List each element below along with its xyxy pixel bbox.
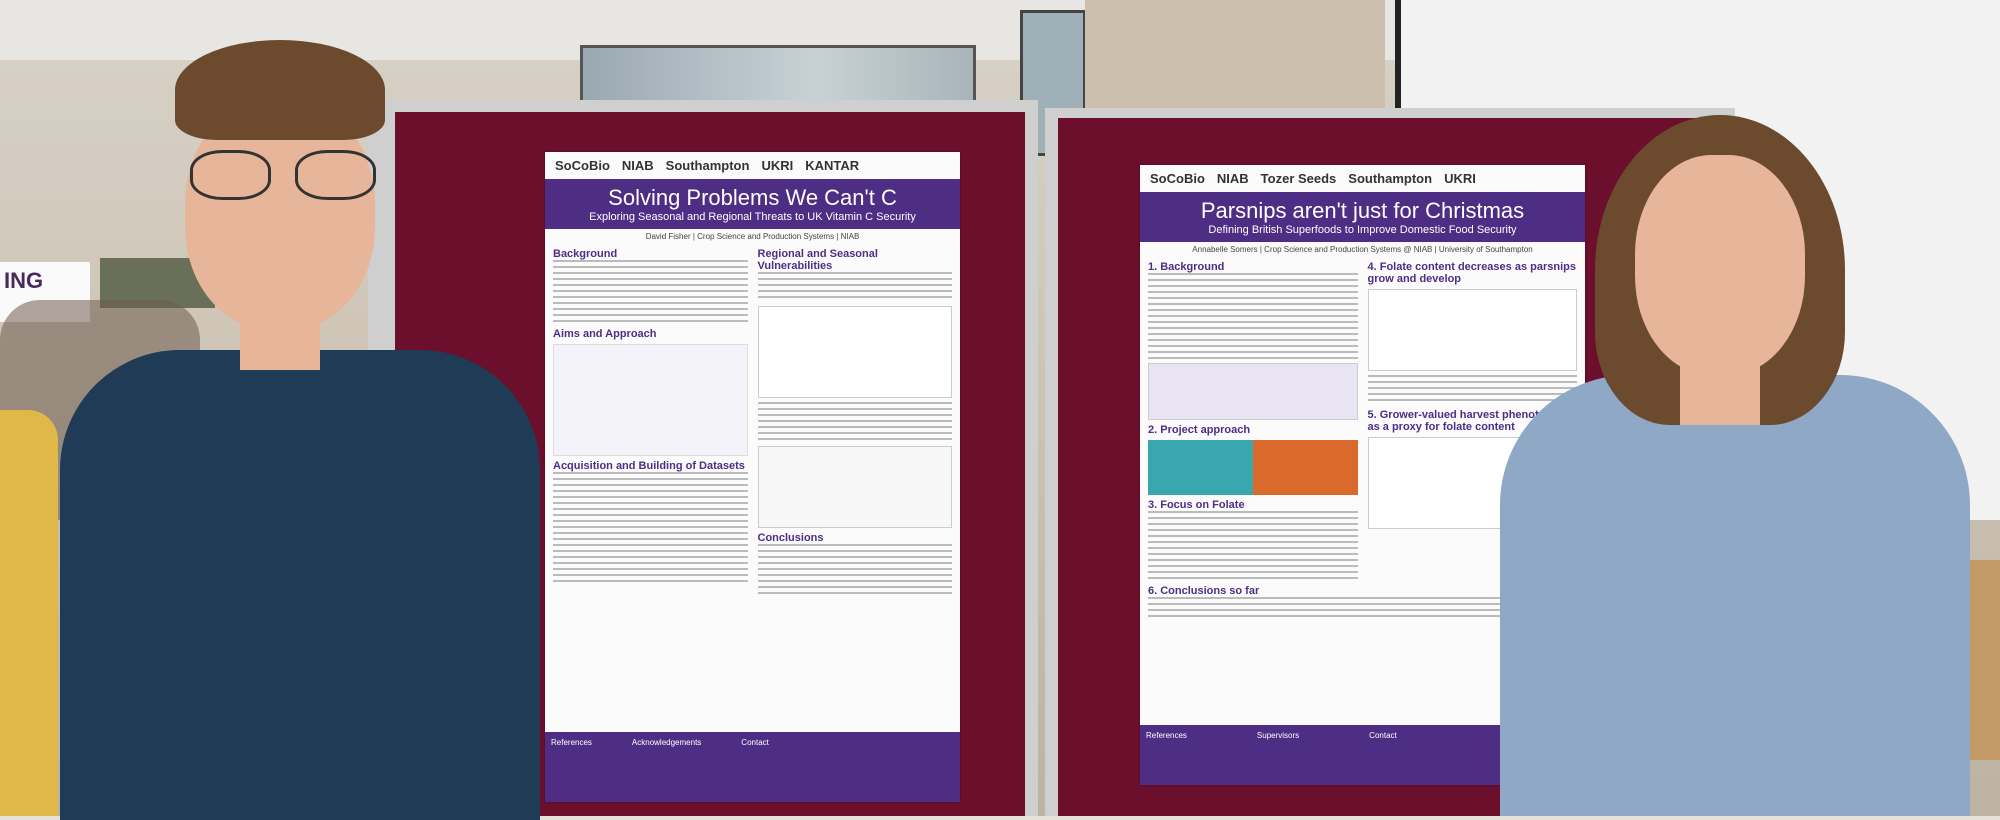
section-heading: 6. Conclusions so far — [1148, 585, 1260, 597]
bar-chart — [1367, 289, 1577, 371]
poster-author: David Fisher | Crop Science and Producti… — [645, 232, 860, 241]
logo: UKRI — [1444, 171, 1476, 186]
approach-boxes — [1148, 440, 1358, 495]
blue-sweater — [1500, 375, 1970, 816]
logo: SoCoBio — [1150, 171, 1205, 186]
wood-panel — [1085, 0, 1385, 110]
logo: Southampton — [1348, 171, 1433, 186]
diagram — [553, 344, 748, 456]
section-heading: 2. Project approach — [1148, 424, 1251, 436]
poster-right-header: Parsnips aren't just for Christmas Defin… — [1140, 192, 1585, 242]
section-text — [1148, 511, 1358, 581]
footer-label: Supervisors — [1256, 731, 1300, 740]
footer-label: References — [551, 738, 592, 747]
section-heading: 5. Grower-valued harvest phenotypes as a… — [1367, 409, 1564, 433]
section-text — [553, 260, 748, 324]
section-heading: Acquisition and Building of Datasets — [553, 460, 745, 472]
footer-label: References — [1146, 731, 1187, 740]
section-text — [553, 472, 748, 582]
footer-label: Contact — [741, 738, 769, 747]
face — [1635, 155, 1805, 375]
logo: SoCoBio — [555, 158, 610, 173]
neck — [1680, 355, 1760, 425]
poster-left: SoCoBio NIAB Southampton UKRI KANTAR Sol… — [545, 152, 960, 802]
poster-left-footer: References Acknowledgements Contact — [545, 732, 960, 802]
footer-label: Contact — [1369, 731, 1397, 740]
section-heading: 1. Background — [1148, 261, 1225, 273]
line-chart — [757, 306, 952, 398]
section-heading: 3. Focus on Folate — [1148, 499, 1245, 511]
person-edge-left — [0, 410, 58, 816]
poster-title: Solving Problems We Can't C — [608, 185, 897, 210]
poster-right-logos: SoCoBio NIAB Tozer Seeds Southampton UKR… — [1140, 165, 1585, 192]
logo: UKRI — [761, 158, 794, 173]
poster-subtitle: Defining British Superfoods to Improve D… — [1208, 224, 1517, 236]
section-text — [1148, 597, 1577, 617]
glasses-lens — [295, 150, 376, 200]
section-text — [1148, 273, 1358, 363]
person-left — [40, 40, 560, 820]
poster-subtitle: Exploring Seasonal and Regional Threats … — [589, 211, 916, 223]
section-text — [1367, 375, 1577, 405]
section-heading: Regional and Seasonal Vulnerabilities — [757, 248, 878, 272]
glasses — [190, 150, 380, 200]
poster-author: Annabelle Somers | Crop Science and Prod… — [1192, 245, 1533, 254]
logo: Tozer Seeds — [1260, 171, 1337, 186]
logo: NIAB — [621, 158, 654, 173]
section-text — [757, 544, 952, 594]
hair — [175, 40, 385, 140]
logo: Southampton — [665, 158, 750, 173]
section-heading: Aims and Approach — [553, 328, 657, 340]
poster-title: Parsnips aren't just for Christmas — [1200, 198, 1525, 223]
logo: KANTAR — [805, 158, 860, 173]
section-text — [757, 272, 952, 302]
poster-left-header: Solving Problems We Can't C Exploring Se… — [545, 179, 960, 229]
person-right — [1500, 115, 1970, 816]
data-table — [1148, 363, 1358, 420]
section-heading: 4. Folate content decreases as parsnips … — [1367, 261, 1576, 285]
poster-left-logos: SoCoBio NIAB Southampton UKRI KANTAR — [545, 152, 960, 179]
data-table — [757, 446, 952, 528]
navy-sweater — [60, 350, 540, 820]
footer-label: Acknowledgements — [631, 738, 702, 747]
section-heading: Background — [553, 248, 618, 260]
logo: NIAB — [1216, 171, 1249, 186]
section-heading: Conclusions — [757, 532, 824, 544]
glasses-lens — [190, 150, 271, 200]
section-text — [757, 402, 952, 442]
